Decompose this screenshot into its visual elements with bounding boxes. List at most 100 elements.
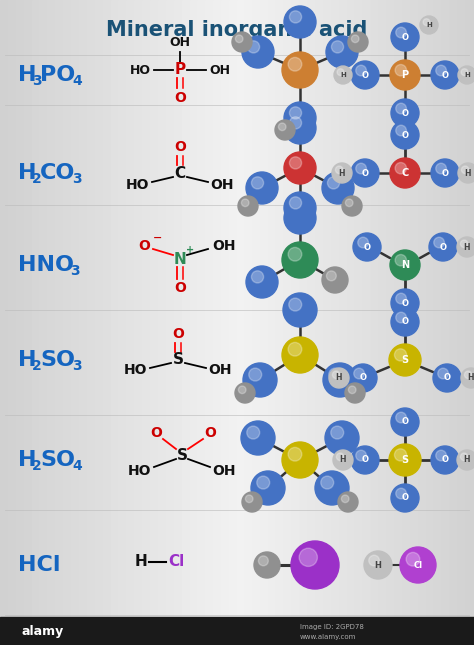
Text: HO: HO — [124, 363, 148, 377]
Circle shape — [390, 158, 420, 188]
Circle shape — [282, 337, 318, 373]
Circle shape — [288, 342, 302, 356]
Circle shape — [290, 117, 301, 129]
Bar — [411, 0, 419, 645]
Circle shape — [289, 298, 301, 311]
Bar — [221, 0, 229, 645]
Text: P: P — [174, 63, 185, 77]
Bar — [0, 617, 474, 645]
Circle shape — [246, 172, 278, 204]
Text: O: O — [174, 91, 186, 105]
Text: alamy: alamy — [22, 624, 64, 637]
Bar — [118, 0, 127, 645]
Bar — [0, 0, 8, 645]
Circle shape — [460, 240, 468, 248]
Bar — [213, 0, 221, 645]
Text: O: O — [204, 426, 216, 440]
Circle shape — [431, 159, 459, 187]
Text: O: O — [401, 130, 409, 139]
Text: O: O — [174, 281, 186, 295]
Circle shape — [290, 107, 301, 119]
Text: OH: OH — [212, 464, 236, 478]
Bar — [284, 0, 292, 645]
Text: O: O — [172, 327, 184, 341]
Circle shape — [438, 368, 448, 379]
Circle shape — [246, 266, 278, 298]
Circle shape — [332, 371, 340, 379]
Circle shape — [331, 426, 344, 439]
Circle shape — [391, 484, 419, 512]
Circle shape — [251, 471, 285, 505]
Bar — [332, 0, 340, 645]
Bar — [166, 0, 174, 645]
Text: O: O — [401, 493, 409, 502]
Text: H: H — [18, 65, 36, 85]
Bar — [435, 0, 442, 645]
Circle shape — [434, 237, 445, 248]
Text: O: O — [401, 417, 409, 426]
Circle shape — [290, 11, 301, 23]
Bar — [103, 0, 110, 645]
Circle shape — [391, 308, 419, 336]
Circle shape — [354, 368, 365, 379]
Circle shape — [323, 363, 357, 397]
Circle shape — [282, 242, 318, 278]
Circle shape — [254, 552, 280, 578]
Circle shape — [251, 177, 264, 189]
Circle shape — [290, 157, 301, 169]
Circle shape — [358, 237, 368, 248]
Circle shape — [288, 448, 302, 461]
Bar — [276, 0, 284, 645]
Circle shape — [394, 349, 407, 361]
Text: H: H — [18, 350, 36, 370]
Circle shape — [351, 35, 359, 43]
Circle shape — [241, 199, 249, 206]
Text: H: H — [465, 168, 471, 177]
Circle shape — [429, 233, 457, 261]
Bar — [466, 0, 474, 645]
Circle shape — [369, 555, 379, 566]
Circle shape — [420, 16, 438, 34]
Circle shape — [396, 293, 406, 304]
Text: SO: SO — [40, 450, 75, 470]
Circle shape — [329, 368, 349, 388]
Circle shape — [249, 368, 262, 381]
Circle shape — [351, 61, 379, 89]
Circle shape — [433, 364, 461, 392]
Text: O: O — [401, 299, 409, 308]
Text: N: N — [173, 252, 186, 268]
Circle shape — [333, 450, 353, 470]
Text: HO: HO — [126, 178, 150, 192]
Circle shape — [396, 312, 406, 323]
Circle shape — [356, 450, 366, 461]
Text: 3: 3 — [32, 74, 42, 88]
Text: O: O — [362, 455, 368, 464]
Bar — [229, 0, 237, 645]
Text: H: H — [340, 72, 346, 78]
Bar — [395, 0, 403, 645]
Bar — [300, 0, 308, 645]
Bar — [182, 0, 190, 645]
Circle shape — [337, 69, 344, 75]
Text: O: O — [362, 70, 368, 79]
Circle shape — [278, 123, 286, 130]
Text: O: O — [401, 32, 409, 41]
Circle shape — [284, 102, 316, 134]
Circle shape — [341, 495, 349, 502]
Text: OH: OH — [208, 363, 232, 377]
Text: Image ID: 2GPD78: Image ID: 2GPD78 — [300, 624, 364, 630]
Circle shape — [236, 35, 243, 43]
Text: 3: 3 — [72, 359, 82, 373]
Circle shape — [390, 250, 420, 280]
Circle shape — [257, 476, 270, 489]
Circle shape — [322, 267, 348, 293]
Circle shape — [247, 41, 260, 53]
Bar — [110, 0, 118, 645]
Text: H: H — [339, 168, 345, 177]
Bar — [450, 0, 458, 645]
Text: OH: OH — [210, 178, 234, 192]
Circle shape — [431, 446, 459, 474]
Circle shape — [348, 32, 368, 52]
Text: H: H — [468, 373, 474, 382]
Bar — [142, 0, 150, 645]
